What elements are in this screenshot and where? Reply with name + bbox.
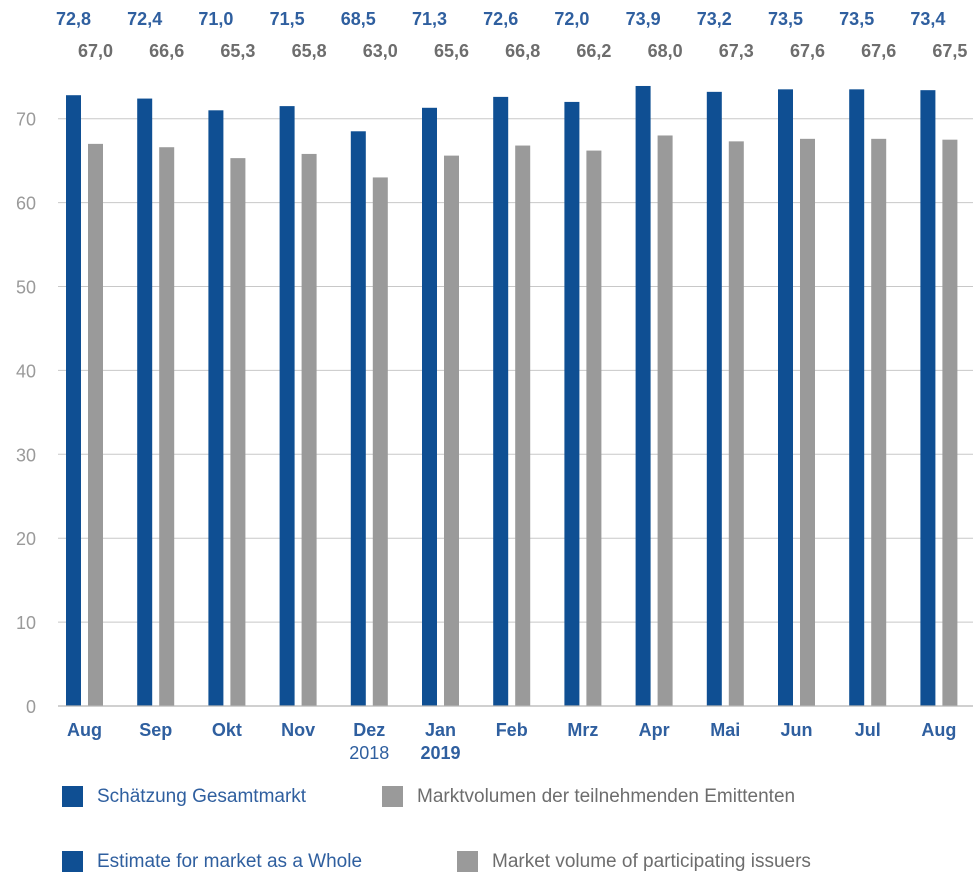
value-label-schaetzung-4: 68,5 (341, 9, 376, 29)
category-sublabel-4: 2018 (349, 743, 389, 763)
value-label-schaetzung-0: 72,8 (56, 9, 91, 29)
bar-marktvolumen-12 (942, 139, 958, 707)
value-label-marktvolumen-2: 65,3 (220, 41, 255, 61)
value-label-schaetzung-5: 71,3 (412, 9, 447, 29)
category-label-7: Mrz (567, 720, 598, 740)
bar-marktvolumen-3 (301, 153, 317, 707)
value-label-marktvolumen-3: 65,8 (292, 41, 327, 61)
value-label-schaetzung-8: 73,9 (626, 9, 661, 29)
value-label-schaetzung-1: 72,4 (127, 9, 162, 29)
value-label-schaetzung-3: 71,5 (270, 9, 305, 29)
category-label-9: Mai (710, 720, 740, 740)
category-sublabel-5: 2019 (420, 743, 460, 763)
bar-schaetzung-0 (66, 95, 81, 706)
value-label-schaetzung-2: 71,0 (198, 9, 233, 29)
bar-marktvolumen-9 (728, 141, 744, 706)
label-layer: 72,8 67,0 Aug 72,4 66,6 Sep 71,0 65,3 Okt 71,5 65,… (56, 9, 967, 763)
value-label-schaetzung-12: 73,4 (910, 9, 945, 29)
bar-schaetzung-11 (849, 89, 865, 706)
y-tick-label-20: 20 (16, 529, 36, 549)
bar-schaetzung-2 (208, 110, 224, 706)
axis-layer: 0 10 20 30 40 50 60 70 (16, 110, 973, 717)
bar-marktvolumen-5 (444, 155, 459, 707)
value-label-marktvolumen-1: 66,6 (149, 41, 184, 61)
category-label-2: Okt (212, 720, 242, 740)
value-label-marktvolumen-6: 66,8 (505, 41, 540, 61)
bar-schaetzung-8 (635, 85, 651, 706)
bar-schaetzung-6 (493, 96, 509, 707)
y-tick-label-40: 40 (16, 361, 36, 381)
category-label-12: Aug (921, 720, 956, 740)
category-label-4: Dez (353, 720, 385, 740)
bar-marktvolumen-8 (657, 135, 673, 707)
bar-schaetzung-9 (706, 91, 722, 707)
value-label-marktvolumen-8: 68,0 (648, 41, 683, 61)
category-label-1: Sep (139, 720, 172, 740)
bar-marktvolumen-4 (372, 177, 388, 706)
bar-schaetzung-4 (350, 131, 366, 706)
y-tick-label-60: 60 (16, 194, 36, 214)
bar-marktvolumen-10 (800, 138, 815, 706)
y-tick-label-70: 70 (16, 110, 36, 130)
value-label-schaetzung-6: 72,6 (483, 9, 518, 29)
category-label-8: Apr (639, 720, 670, 740)
bar-schaetzung-7 (564, 101, 580, 707)
y-tick-label-50: 50 (16, 278, 36, 298)
value-label-marktvolumen-0: 67,0 (78, 41, 113, 61)
category-label-6: Feb (496, 720, 528, 740)
category-label-5: Jan (425, 720, 456, 740)
value-label-schaetzung-11: 73,5 (839, 9, 874, 29)
category-label-0: Aug (67, 720, 102, 740)
value-label-marktvolumen-7: 66,2 (576, 41, 611, 61)
y-tick-label-30: 30 (16, 445, 36, 465)
y-tick-label-0: 0 (26, 697, 36, 717)
value-label-schaetzung-7: 72,0 (554, 9, 589, 29)
value-label-marktvolumen-12: 67,5 (932, 41, 967, 61)
value-label-marktvolumen-9: 67,3 (719, 41, 754, 61)
bar-marktvolumen-1 (159, 147, 175, 706)
bar-schaetzung-1 (137, 98, 153, 706)
bar-schaetzung-5 (422, 107, 437, 707)
value-label-marktvolumen-4: 63,0 (363, 41, 398, 61)
value-label-marktvolumen-10: 67,6 (790, 41, 825, 61)
value-label-marktvolumen-5: 65,6 (434, 41, 469, 61)
bar-marktvolumen-11 (871, 138, 887, 706)
bar-marktvolumen-7 (586, 150, 602, 706)
bar-schaetzung-3 (279, 106, 295, 707)
bar-layer (66, 85, 958, 707)
bar-marktvolumen-0 (88, 143, 103, 706)
bar-marktvolumen-2 (230, 158, 246, 706)
bar-schaetzung-10 (778, 89, 793, 706)
category-label-11: Jul (855, 720, 881, 740)
value-label-schaetzung-9: 73,2 (697, 9, 732, 29)
bar-schaetzung-12 (920, 90, 936, 706)
category-label-3: Nov (281, 720, 315, 740)
y-tick-label-10: 10 (16, 613, 36, 633)
category-label-10: Jun (780, 720, 812, 740)
value-label-schaetzung-10: 73,5 (768, 9, 803, 29)
value-label-marktvolumen-11: 67,6 (861, 41, 896, 61)
bar-marktvolumen-6 (515, 145, 531, 707)
